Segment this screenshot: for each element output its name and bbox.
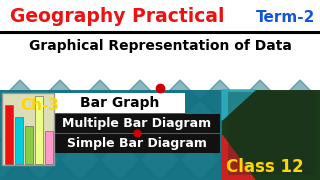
Bar xyxy=(55,114,220,133)
Polygon shape xyxy=(0,120,40,160)
Polygon shape xyxy=(0,80,40,120)
Polygon shape xyxy=(40,160,80,180)
Bar xyxy=(0,0,320,90)
Polygon shape xyxy=(80,120,120,160)
Bar xyxy=(0,90,320,180)
Polygon shape xyxy=(240,160,280,180)
Polygon shape xyxy=(40,80,80,120)
Bar xyxy=(35,96,43,164)
Polygon shape xyxy=(0,160,40,180)
Text: Simple Bar Diagram: Simple Bar Diagram xyxy=(67,137,207,150)
Text: Term-2: Term-2 xyxy=(256,10,316,24)
Polygon shape xyxy=(222,90,255,120)
Text: Class 12: Class 12 xyxy=(226,158,304,176)
Bar xyxy=(15,116,23,164)
Polygon shape xyxy=(160,160,200,180)
Polygon shape xyxy=(120,120,160,160)
Polygon shape xyxy=(160,120,200,160)
Polygon shape xyxy=(80,160,120,180)
Polygon shape xyxy=(240,120,280,160)
Text: Geography Practical: Geography Practical xyxy=(10,8,225,26)
Bar xyxy=(2,93,54,165)
Polygon shape xyxy=(222,135,255,180)
Polygon shape xyxy=(280,80,320,120)
Text: Bar Graph: Bar Graph xyxy=(80,96,160,110)
Polygon shape xyxy=(120,160,160,180)
Text: Ch-3: Ch-3 xyxy=(20,98,59,112)
Bar xyxy=(55,93,185,113)
Bar xyxy=(228,92,316,175)
Polygon shape xyxy=(200,80,240,120)
Bar xyxy=(222,90,320,180)
Bar xyxy=(45,131,53,164)
Text: Multiple Bar Diagram: Multiple Bar Diagram xyxy=(62,117,212,130)
Bar xyxy=(25,126,33,164)
Text: Graphical Representation of Data: Graphical Representation of Data xyxy=(28,39,292,53)
Polygon shape xyxy=(40,120,80,160)
Polygon shape xyxy=(240,80,280,120)
Polygon shape xyxy=(160,80,200,120)
Bar xyxy=(55,134,220,153)
Polygon shape xyxy=(200,160,240,180)
Polygon shape xyxy=(280,160,320,180)
Polygon shape xyxy=(200,120,240,160)
Polygon shape xyxy=(280,120,320,160)
Bar xyxy=(5,105,13,164)
Polygon shape xyxy=(80,80,120,120)
Polygon shape xyxy=(120,80,160,120)
